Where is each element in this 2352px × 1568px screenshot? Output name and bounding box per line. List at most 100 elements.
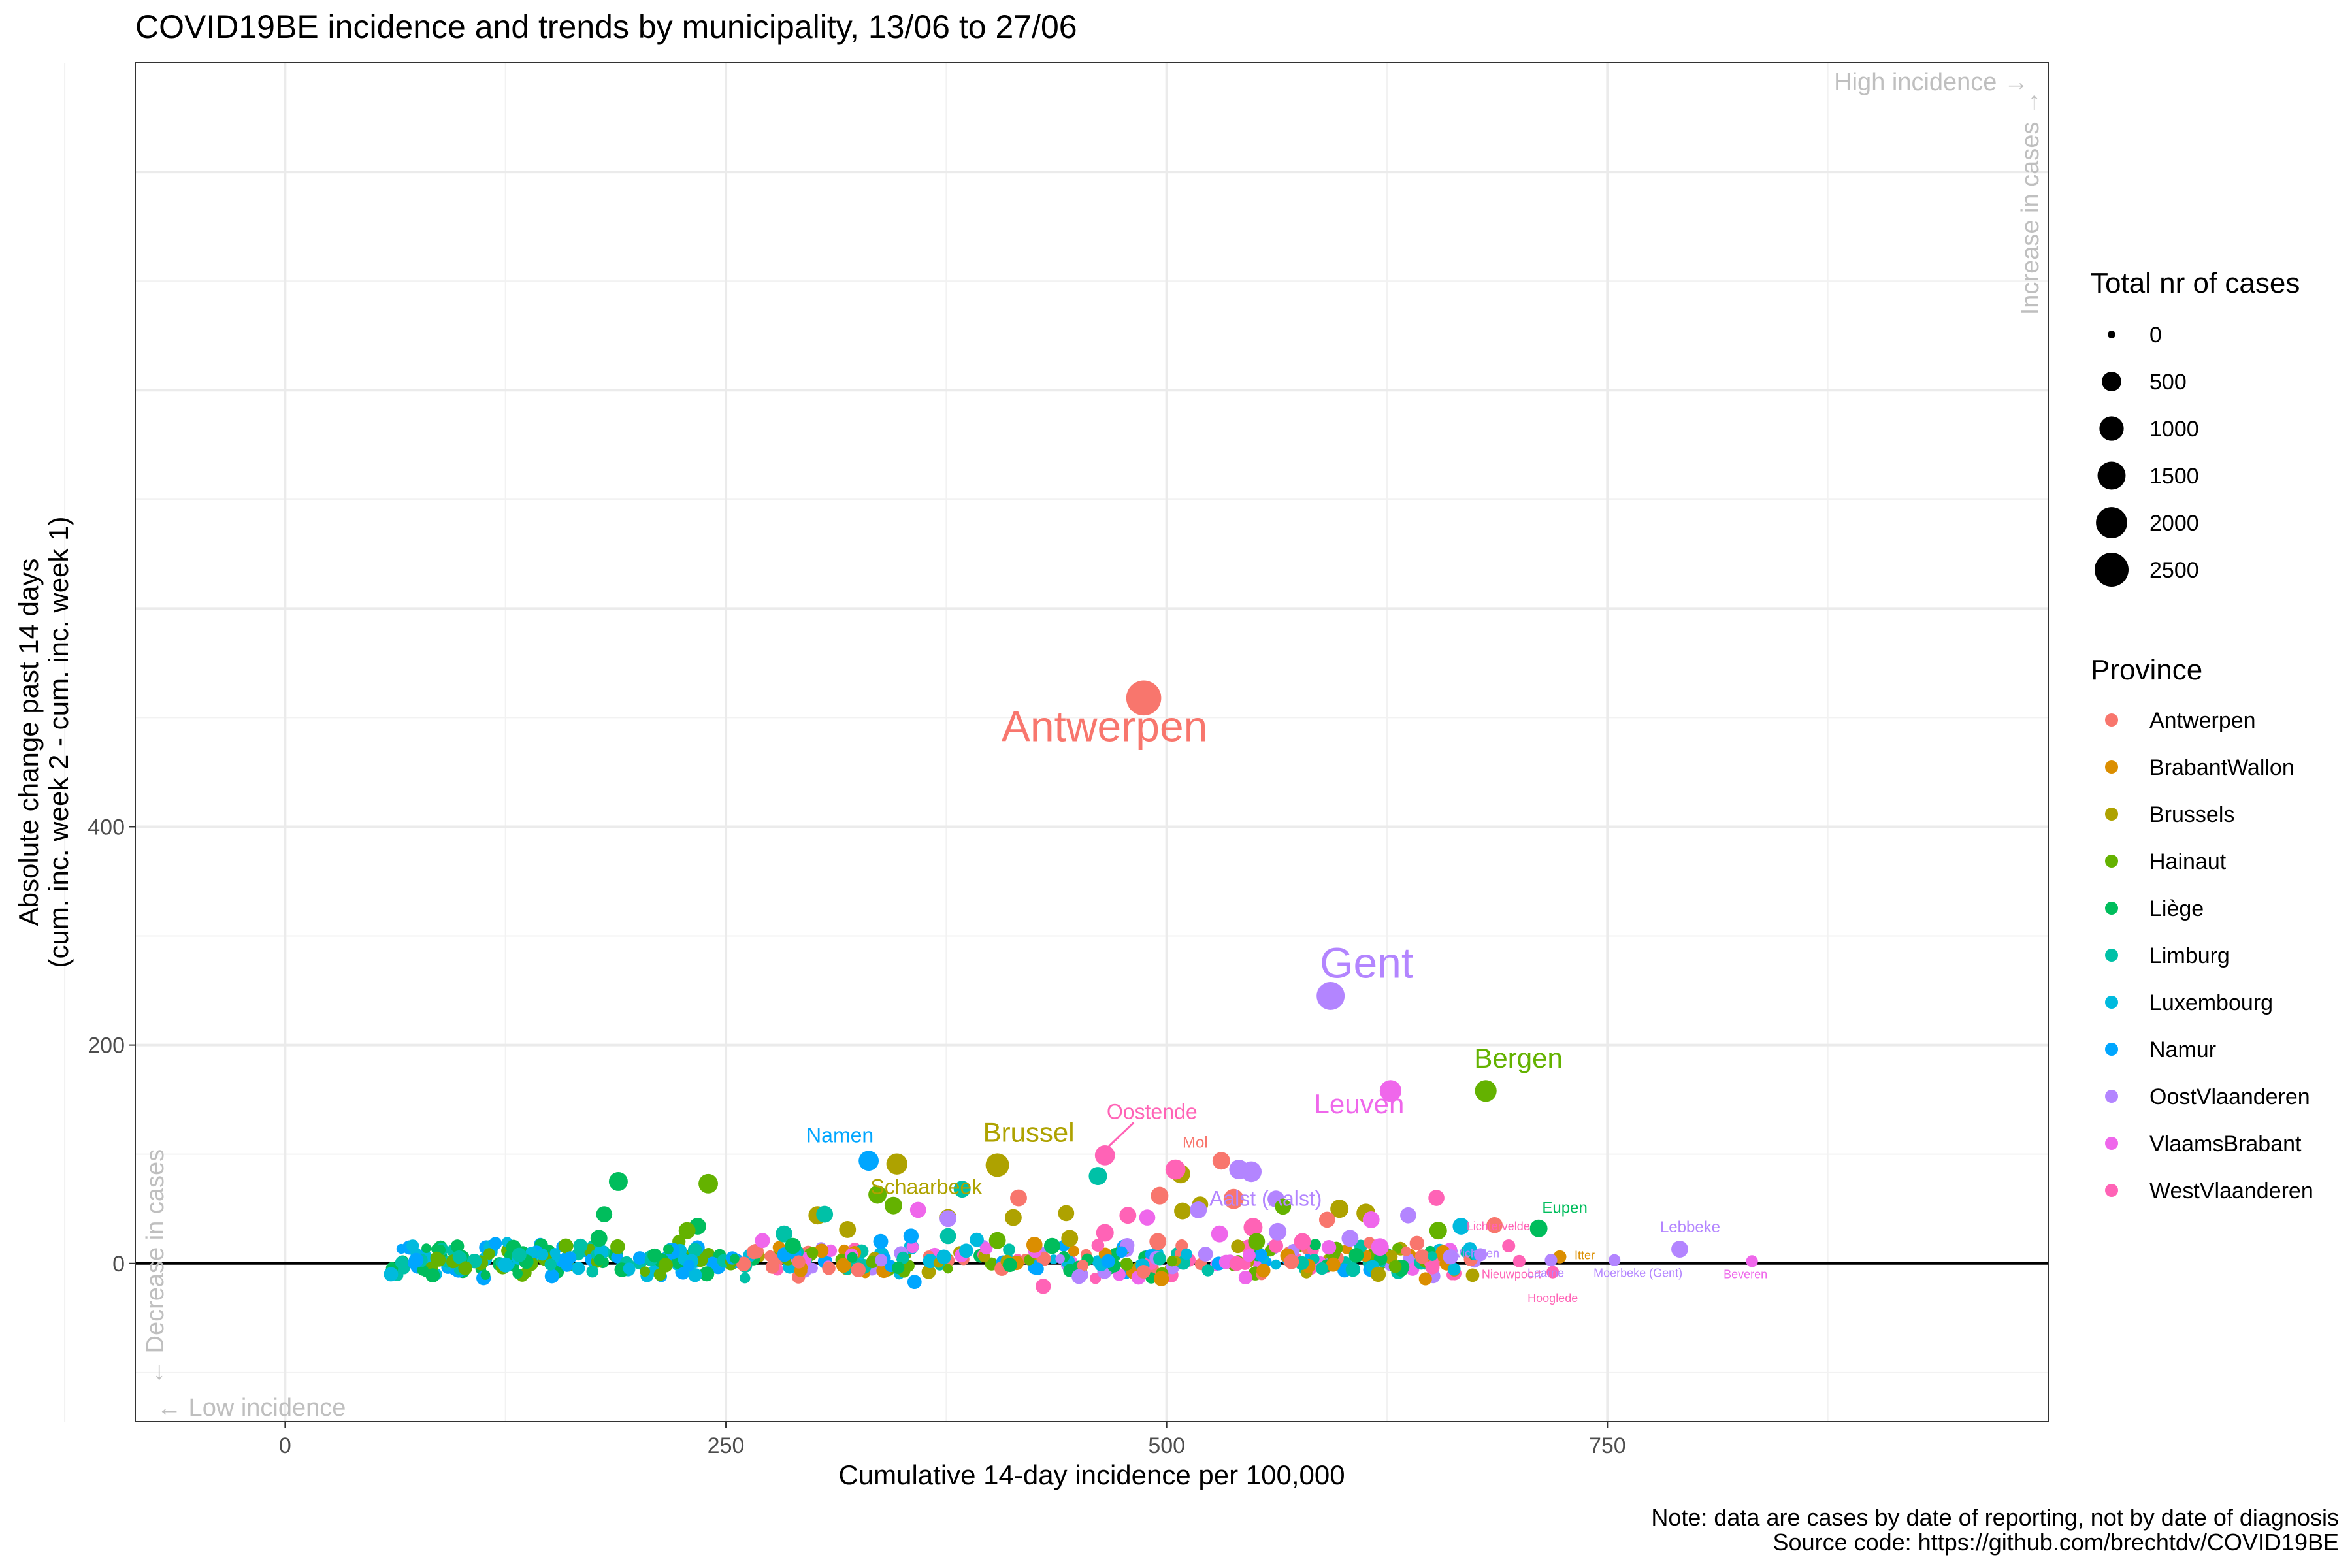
background-point	[1349, 1248, 1364, 1263]
x-tick-label: 0	[279, 1433, 291, 1458]
background-point	[1410, 1236, 1424, 1250]
cluster-point	[907, 1275, 922, 1289]
cluster-point	[1371, 1238, 1389, 1256]
cluster-point	[1036, 1279, 1051, 1294]
background-point	[1346, 1262, 1360, 1277]
background-point	[1055, 1254, 1065, 1264]
background-point	[536, 1249, 548, 1260]
background-point	[425, 1268, 440, 1282]
color-legend-label: OostVlaanderen	[2149, 1085, 2310, 1109]
cluster-point	[1269, 1223, 1286, 1241]
point-label: Moerbeke (Gent)	[1593, 1267, 1682, 1280]
labeled-point	[887, 1154, 907, 1175]
cluster-point	[1044, 1238, 1060, 1254]
background-point	[936, 1250, 951, 1264]
cluster-point	[596, 1206, 613, 1222]
background-point	[640, 1266, 650, 1277]
note-text: Note: data are cases by date of reportin…	[1651, 1504, 2339, 1531]
background-point	[1322, 1240, 1336, 1254]
background-point	[481, 1270, 491, 1280]
color-legend-label: Hainaut	[2149, 849, 2227, 874]
cluster-point	[910, 1202, 926, 1218]
color-legend-label: WestVlaanderen	[2149, 1179, 2313, 1203]
color-legend-label: Antwerpen	[2149, 708, 2256, 733]
x-axis-ticks: 0 250 500 750	[279, 1422, 1626, 1458]
cluster-point	[1119, 1207, 1136, 1224]
background-point	[1256, 1264, 1270, 1277]
cluster-point	[698, 1174, 718, 1194]
background-point	[1316, 1262, 1328, 1275]
background-point	[766, 1260, 779, 1274]
labeled-point	[986, 1153, 1009, 1177]
background-point	[822, 1262, 836, 1275]
cluster-point	[1211, 1226, 1228, 1243]
point-label: Eupen	[1542, 1199, 1587, 1217]
cluster-point	[816, 1206, 833, 1223]
background-point	[647, 1249, 662, 1263]
labeled-point	[1095, 1145, 1115, 1166]
point-label: Oostende	[1107, 1100, 1198, 1123]
size-legend-label: 500	[2149, 370, 2187, 395]
size-legend-swatch	[2095, 553, 2129, 587]
size-legend-swatch	[2102, 372, 2121, 391]
background-point	[1120, 1258, 1134, 1271]
color-legend-swatch	[2105, 902, 2118, 915]
background-point	[572, 1262, 585, 1275]
size-legend-title: Total nr of cases	[2091, 267, 2300, 299]
background-point	[959, 1243, 973, 1258]
cluster-point	[609, 1172, 628, 1191]
color-legend-swatch	[2105, 855, 2118, 868]
cluster-point	[1096, 1224, 1114, 1241]
background-point	[1426, 1260, 1440, 1275]
size-legend-swatch	[2098, 462, 2126, 490]
background-point	[1003, 1258, 1017, 1272]
point-label: Laarne	[1527, 1267, 1564, 1280]
cluster-point	[1429, 1222, 1447, 1239]
point-label: Gent	[1320, 938, 1413, 987]
background-point	[663, 1244, 674, 1254]
color-legend-items: Antwerpen BrabantWallon Brussels Hainaut Liè…	[2105, 708, 2313, 1203]
background-point	[730, 1254, 740, 1264]
x-tick-label: 500	[1148, 1433, 1185, 1458]
background-point	[1031, 1262, 1044, 1275]
background-point	[1284, 1254, 1299, 1269]
size-legend-label: 2500	[2149, 558, 2199, 583]
x-axis-label: Cumulative 14-day incidence per 100,000	[838, 1460, 1345, 1490]
background-point	[1198, 1247, 1213, 1262]
background-point	[1389, 1260, 1402, 1273]
annotation-low-incidence: ← Low incidence	[157, 1394, 346, 1422]
background-point	[545, 1269, 559, 1283]
labeled-point	[1746, 1255, 1758, 1267]
labeled-point	[1513, 1255, 1526, 1267]
color-legend-label: VlaamsBrabant	[2149, 1132, 2302, 1156]
background-point	[1231, 1239, 1245, 1253]
annotation-increase-in-cases: Increase in cases →	[2017, 90, 2044, 315]
background-point	[1239, 1271, 1252, 1284]
background-point	[847, 1252, 858, 1263]
color-legend-swatch	[2105, 949, 2118, 962]
cluster-point	[1294, 1233, 1311, 1250]
background-point	[1003, 1243, 1015, 1256]
background-point	[458, 1261, 472, 1275]
color-legend-label: Liège	[2149, 896, 2204, 921]
color-legend-swatch	[2105, 1043, 2118, 1056]
y-axis-label-line2: (cum. inc. week 2 - cum. inc. week 1)	[43, 517, 74, 968]
background-point	[483, 1248, 495, 1260]
size-legend-items: 05001000150020002500	[2095, 323, 2199, 587]
labeled-point	[1671, 1241, 1688, 1258]
y-tick-label: 200	[88, 1034, 125, 1058]
background-point	[792, 1255, 805, 1268]
size-legend-swatch	[2096, 507, 2127, 538]
point-label: Hooglede	[1527, 1292, 1578, 1305]
point-label: Namen	[806, 1124, 874, 1147]
cluster-point	[939, 1210, 956, 1227]
color-legend-swatch	[2105, 1184, 2118, 1197]
labeled-point	[1502, 1239, 1515, 1252]
y-axis-label: Absolute change past 14 days (cum. inc. …	[13, 517, 74, 968]
labeled-point	[1241, 1162, 1262, 1183]
cluster-point	[885, 1197, 902, 1215]
y-tick-label: 400	[88, 815, 125, 840]
chart-title: COVID19BE incidence and trends by munici…	[135, 8, 1077, 45]
background-point	[559, 1239, 574, 1254]
cluster-point	[1166, 1160, 1186, 1180]
